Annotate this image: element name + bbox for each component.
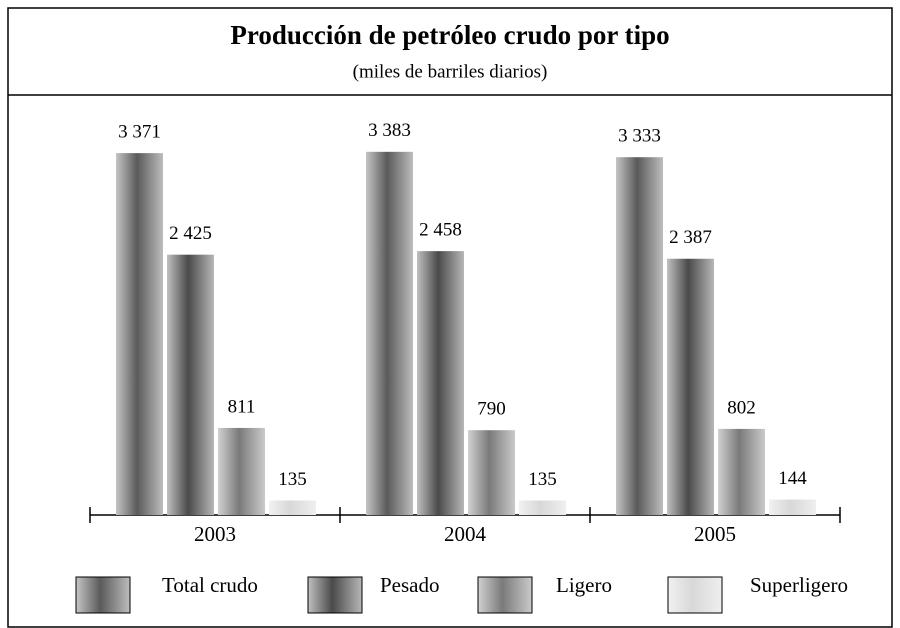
legend-label: Total crudo bbox=[162, 573, 258, 597]
bar bbox=[218, 427, 265, 515]
value-label: 811 bbox=[228, 396, 256, 417]
bar bbox=[116, 153, 163, 516]
chart-title: Producción de petróleo crudo por tipo bbox=[230, 20, 669, 50]
chart-subtitle: (miles de barriles diarios) bbox=[353, 61, 548, 82]
x-tick-label: 2003 bbox=[194, 522, 236, 546]
value-label: 135 bbox=[278, 469, 307, 490]
x-tick-label: 2005 bbox=[694, 522, 736, 546]
frame bbox=[7, 7, 893, 628]
legend-swatch bbox=[75, 576, 131, 614]
bar bbox=[366, 151, 413, 515]
value-label: 802 bbox=[727, 397, 756, 418]
legend-label: Ligero bbox=[556, 573, 612, 597]
value-label: 2 387 bbox=[669, 227, 712, 248]
value-label: 144 bbox=[778, 468, 807, 489]
legend-swatch bbox=[477, 576, 533, 614]
legend-swatch bbox=[307, 576, 363, 614]
bar bbox=[667, 258, 714, 515]
value-label: 3 371 bbox=[118, 121, 161, 142]
bar bbox=[417, 251, 464, 515]
legend-label: Superligero bbox=[750, 573, 848, 597]
bar bbox=[718, 428, 765, 515]
value-label: 2 458 bbox=[419, 219, 462, 240]
bar bbox=[167, 254, 214, 515]
value-label: 135 bbox=[528, 469, 557, 490]
bar bbox=[269, 500, 316, 515]
value-label: 2 425 bbox=[169, 223, 212, 244]
bar bbox=[616, 157, 663, 516]
bar bbox=[519, 500, 566, 515]
x-tick-label: 2004 bbox=[444, 522, 487, 546]
value-label: 3 383 bbox=[368, 120, 411, 141]
bar bbox=[468, 430, 515, 515]
value-label: 790 bbox=[477, 399, 506, 420]
legend-label: Pesado bbox=[380, 573, 440, 597]
bar bbox=[769, 499, 816, 515]
legend-swatch bbox=[667, 576, 723, 614]
value-label: 3 333 bbox=[618, 126, 661, 147]
